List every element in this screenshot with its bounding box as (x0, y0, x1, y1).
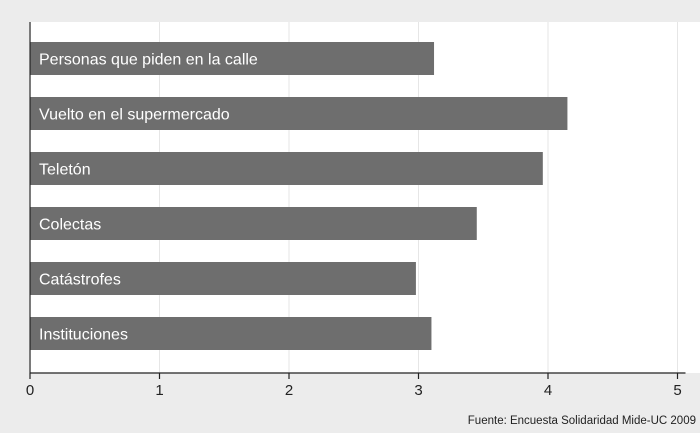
x-tick-label: 4 (544, 382, 552, 399)
bar-label: Teletón (39, 162, 91, 179)
bar (30, 207, 477, 240)
bar-label: Instituciones (39, 327, 128, 344)
bar-label: Personas que piden en la calle (39, 52, 258, 69)
bar (30, 42, 435, 75)
grid-lines (159, 22, 678, 373)
bar-label: Vuelto en el supermercado (39, 107, 230, 124)
x-tick-label: 1 (155, 382, 163, 399)
source-note: Fuente: Encuesta Solidaridad Mide-UC 200… (468, 415, 696, 427)
plot-area (29, 22, 700, 373)
bar (30, 97, 568, 130)
bar (30, 317, 432, 350)
bars-group: Personas que piden en la calle Vuelto en … (30, 42, 568, 350)
bar (30, 152, 543, 185)
x-tick-label: 5 (673, 382, 681, 399)
x-tick-label: 3 (414, 382, 422, 399)
bar (30, 262, 416, 295)
x-tick-label: 2 (285, 382, 293, 399)
x-axis: 0 1 2 3 4 5 (26, 22, 686, 399)
bar-label: Catástrofes (39, 272, 121, 289)
x-tick-label: 0 (26, 382, 34, 399)
bar-label: Colectas (39, 217, 101, 234)
